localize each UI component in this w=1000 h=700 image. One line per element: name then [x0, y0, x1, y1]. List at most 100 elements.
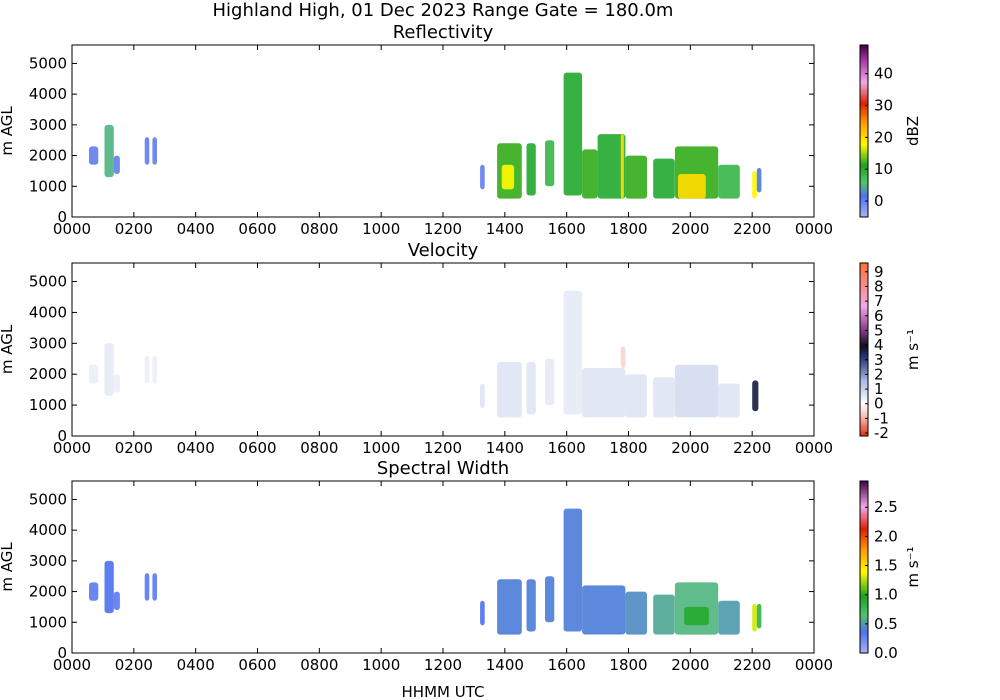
x-tick-label: 1400 [486, 656, 524, 674]
panel-title: Velocity [408, 240, 479, 261]
data-cell [113, 374, 120, 393]
x-tick-label: 0000 [53, 439, 91, 457]
data-cell [144, 137, 150, 165]
y-axis-label: m AGL [0, 106, 16, 156]
y-tick-label: 2000 [29, 583, 67, 601]
colorbar-tick-label: 20 [874, 128, 893, 146]
colorbar-tick-label: 0.0 [874, 644, 898, 662]
data-cell [752, 603, 757, 632]
x-tick-label: 1000 [362, 439, 400, 457]
data-cell [620, 346, 626, 368]
y-tick-label: 4000 [29, 303, 67, 321]
data-cell [144, 355, 150, 384]
data-cell [756, 603, 762, 629]
data-cell [480, 600, 485, 626]
y-tick-label: 0 [57, 427, 67, 445]
data-cell [545, 358, 555, 406]
colorbar-tick-label: 0.5 [874, 615, 898, 633]
y-axis-label: m AGL [0, 542, 16, 592]
x-tick-label: 0800 [300, 656, 338, 674]
colorbar [859, 262, 869, 437]
y-tick-label: 2000 [29, 147, 67, 165]
y-tick-label: 3000 [29, 334, 67, 352]
data-cell [526, 143, 536, 196]
data-cell [752, 380, 759, 412]
x-tick-label: 1400 [486, 439, 524, 457]
data-cell [113, 591, 120, 610]
x-tick-label: 0800 [300, 220, 338, 238]
colorbar [859, 480, 869, 654]
y-tick-label: 2000 [29, 365, 67, 383]
data-cell [625, 155, 647, 199]
data-cell [89, 146, 99, 165]
x-tick-label: 1600 [548, 656, 586, 674]
x-tick-label: 0000 [53, 220, 91, 238]
data-cell [497, 361, 522, 418]
x-tick-label: 0200 [115, 656, 153, 674]
colorbar-tick-label: -2 [874, 424, 889, 442]
y-tick-label: 3000 [29, 116, 67, 134]
colorbar-tick-label: 1.0 [874, 586, 898, 604]
x-tick-label: 0400 [177, 439, 215, 457]
data-cell [113, 155, 120, 174]
figure-title: Highland High, 01 Dec 2023 Range Gate = … [213, 0, 674, 21]
colorbar [859, 44, 869, 218]
data-cell [501, 164, 515, 190]
colorbar-tick-label: 2.5 [874, 498, 898, 516]
x-tick-label: 1600 [548, 439, 586, 457]
x-tick-label: 1800 [609, 220, 647, 238]
figure-xlabel: HHMM UTC [402, 683, 485, 700]
y-axis-label: m AGL [0, 324, 16, 374]
x-tick-label: 2200 [733, 656, 771, 674]
data-cell [563, 72, 583, 196]
colorbar-tick-label: 7 [874, 292, 884, 310]
panel-title: Spectral Width [377, 458, 509, 479]
panel-title: Reflectivity [393, 22, 494, 43]
data-cell [480, 383, 485, 409]
colorbar-tick-label: 2 [874, 365, 884, 383]
data-cell [563, 290, 583, 415]
y-tick-label: 5000 [29, 273, 67, 291]
data-cell [756, 167, 762, 193]
y-tick-label: 1000 [29, 613, 67, 631]
data-cell [625, 591, 647, 635]
colorbar-tick-label: 1 [874, 380, 884, 398]
data-cell [545, 140, 555, 187]
x-tick-label: 0600 [238, 220, 276, 238]
data-cell [582, 585, 626, 635]
x-tick-label: 0600 [238, 656, 276, 674]
colorbar-tick-label: 5 [874, 321, 884, 339]
x-tick-label: 0000 [795, 220, 833, 238]
x-tick-label: 2000 [671, 220, 709, 238]
data-cell [718, 600, 740, 635]
x-tick-label: 0400 [177, 656, 215, 674]
colorbar-tick-label: 1.5 [874, 557, 898, 575]
x-tick-label: 2000 [671, 439, 709, 457]
x-tick-label: 0800 [300, 439, 338, 457]
data-cell [653, 158, 675, 199]
colorbar-tick-label: 10 [874, 160, 893, 178]
x-tick-label: 0000 [53, 656, 91, 674]
data-cell [526, 579, 536, 632]
y-tick-label: 1000 [29, 396, 67, 414]
data-cell [563, 508, 583, 632]
y-tick-label: 1000 [29, 177, 67, 195]
data-cell [674, 364, 719, 418]
y-tick-label: 0 [57, 644, 67, 662]
data-cell [152, 573, 157, 601]
colorbar-tick-label: 9 [874, 263, 884, 281]
y-tick-label: 4000 [29, 85, 67, 103]
y-tick-label: 0 [57, 208, 67, 226]
data-cell [89, 364, 99, 384]
colorbar-label: m s⁻¹ [904, 546, 922, 587]
x-tick-label: 0000 [795, 439, 833, 457]
colorbar-tick-label: 0 [874, 192, 884, 210]
colorbar-tick-label: 40 [874, 65, 893, 83]
colorbar-tick-label: 3 [874, 351, 884, 369]
data-cell [104, 343, 114, 396]
x-tick-label: 1200 [424, 656, 462, 674]
x-tick-label: 1000 [362, 656, 400, 674]
data-cell [582, 368, 626, 418]
x-tick-label: 0600 [238, 439, 276, 457]
